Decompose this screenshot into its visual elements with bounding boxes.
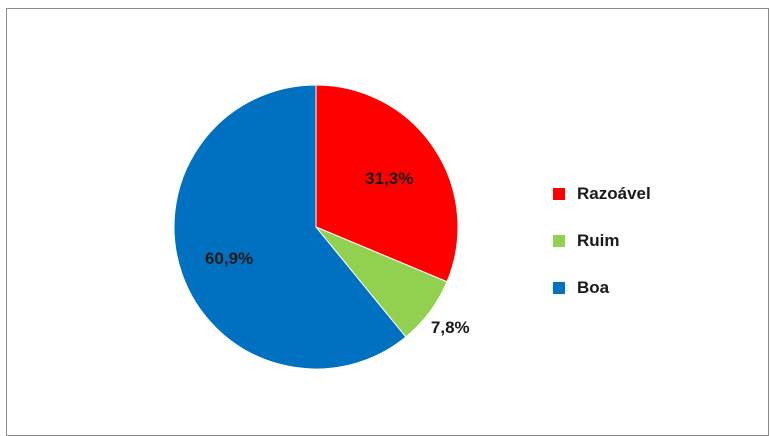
legend-item-ruim: Ruim (553, 217, 651, 264)
legend-swatch-boa (553, 281, 565, 294)
pie-slice-boa (173, 84, 407, 370)
legend-item-boa: Boa (553, 264, 651, 311)
pie-data-labels: 31,3% 7,8% 60,9% (205, 169, 470, 337)
legend-label-razoavel: Razoável (577, 183, 651, 203)
data-label-boa: 60,9% (205, 249, 253, 268)
legend-label-ruim: Ruim (577, 230, 620, 250)
pie-slices (173, 84, 459, 370)
legend-swatch-razoavel (553, 187, 565, 200)
chart-legend: Razoável Ruim Boa (553, 170, 651, 311)
data-label-razoavel: 31,3% (365, 169, 413, 188)
pie-slice-razoavel (315, 84, 459, 283)
legend-item-razoavel: Razoável (553, 170, 651, 217)
legend-swatch-ruim (553, 234, 565, 247)
legend-label-boa: Boa (577, 277, 610, 297)
data-label-ruim: 7,8% (431, 318, 470, 337)
